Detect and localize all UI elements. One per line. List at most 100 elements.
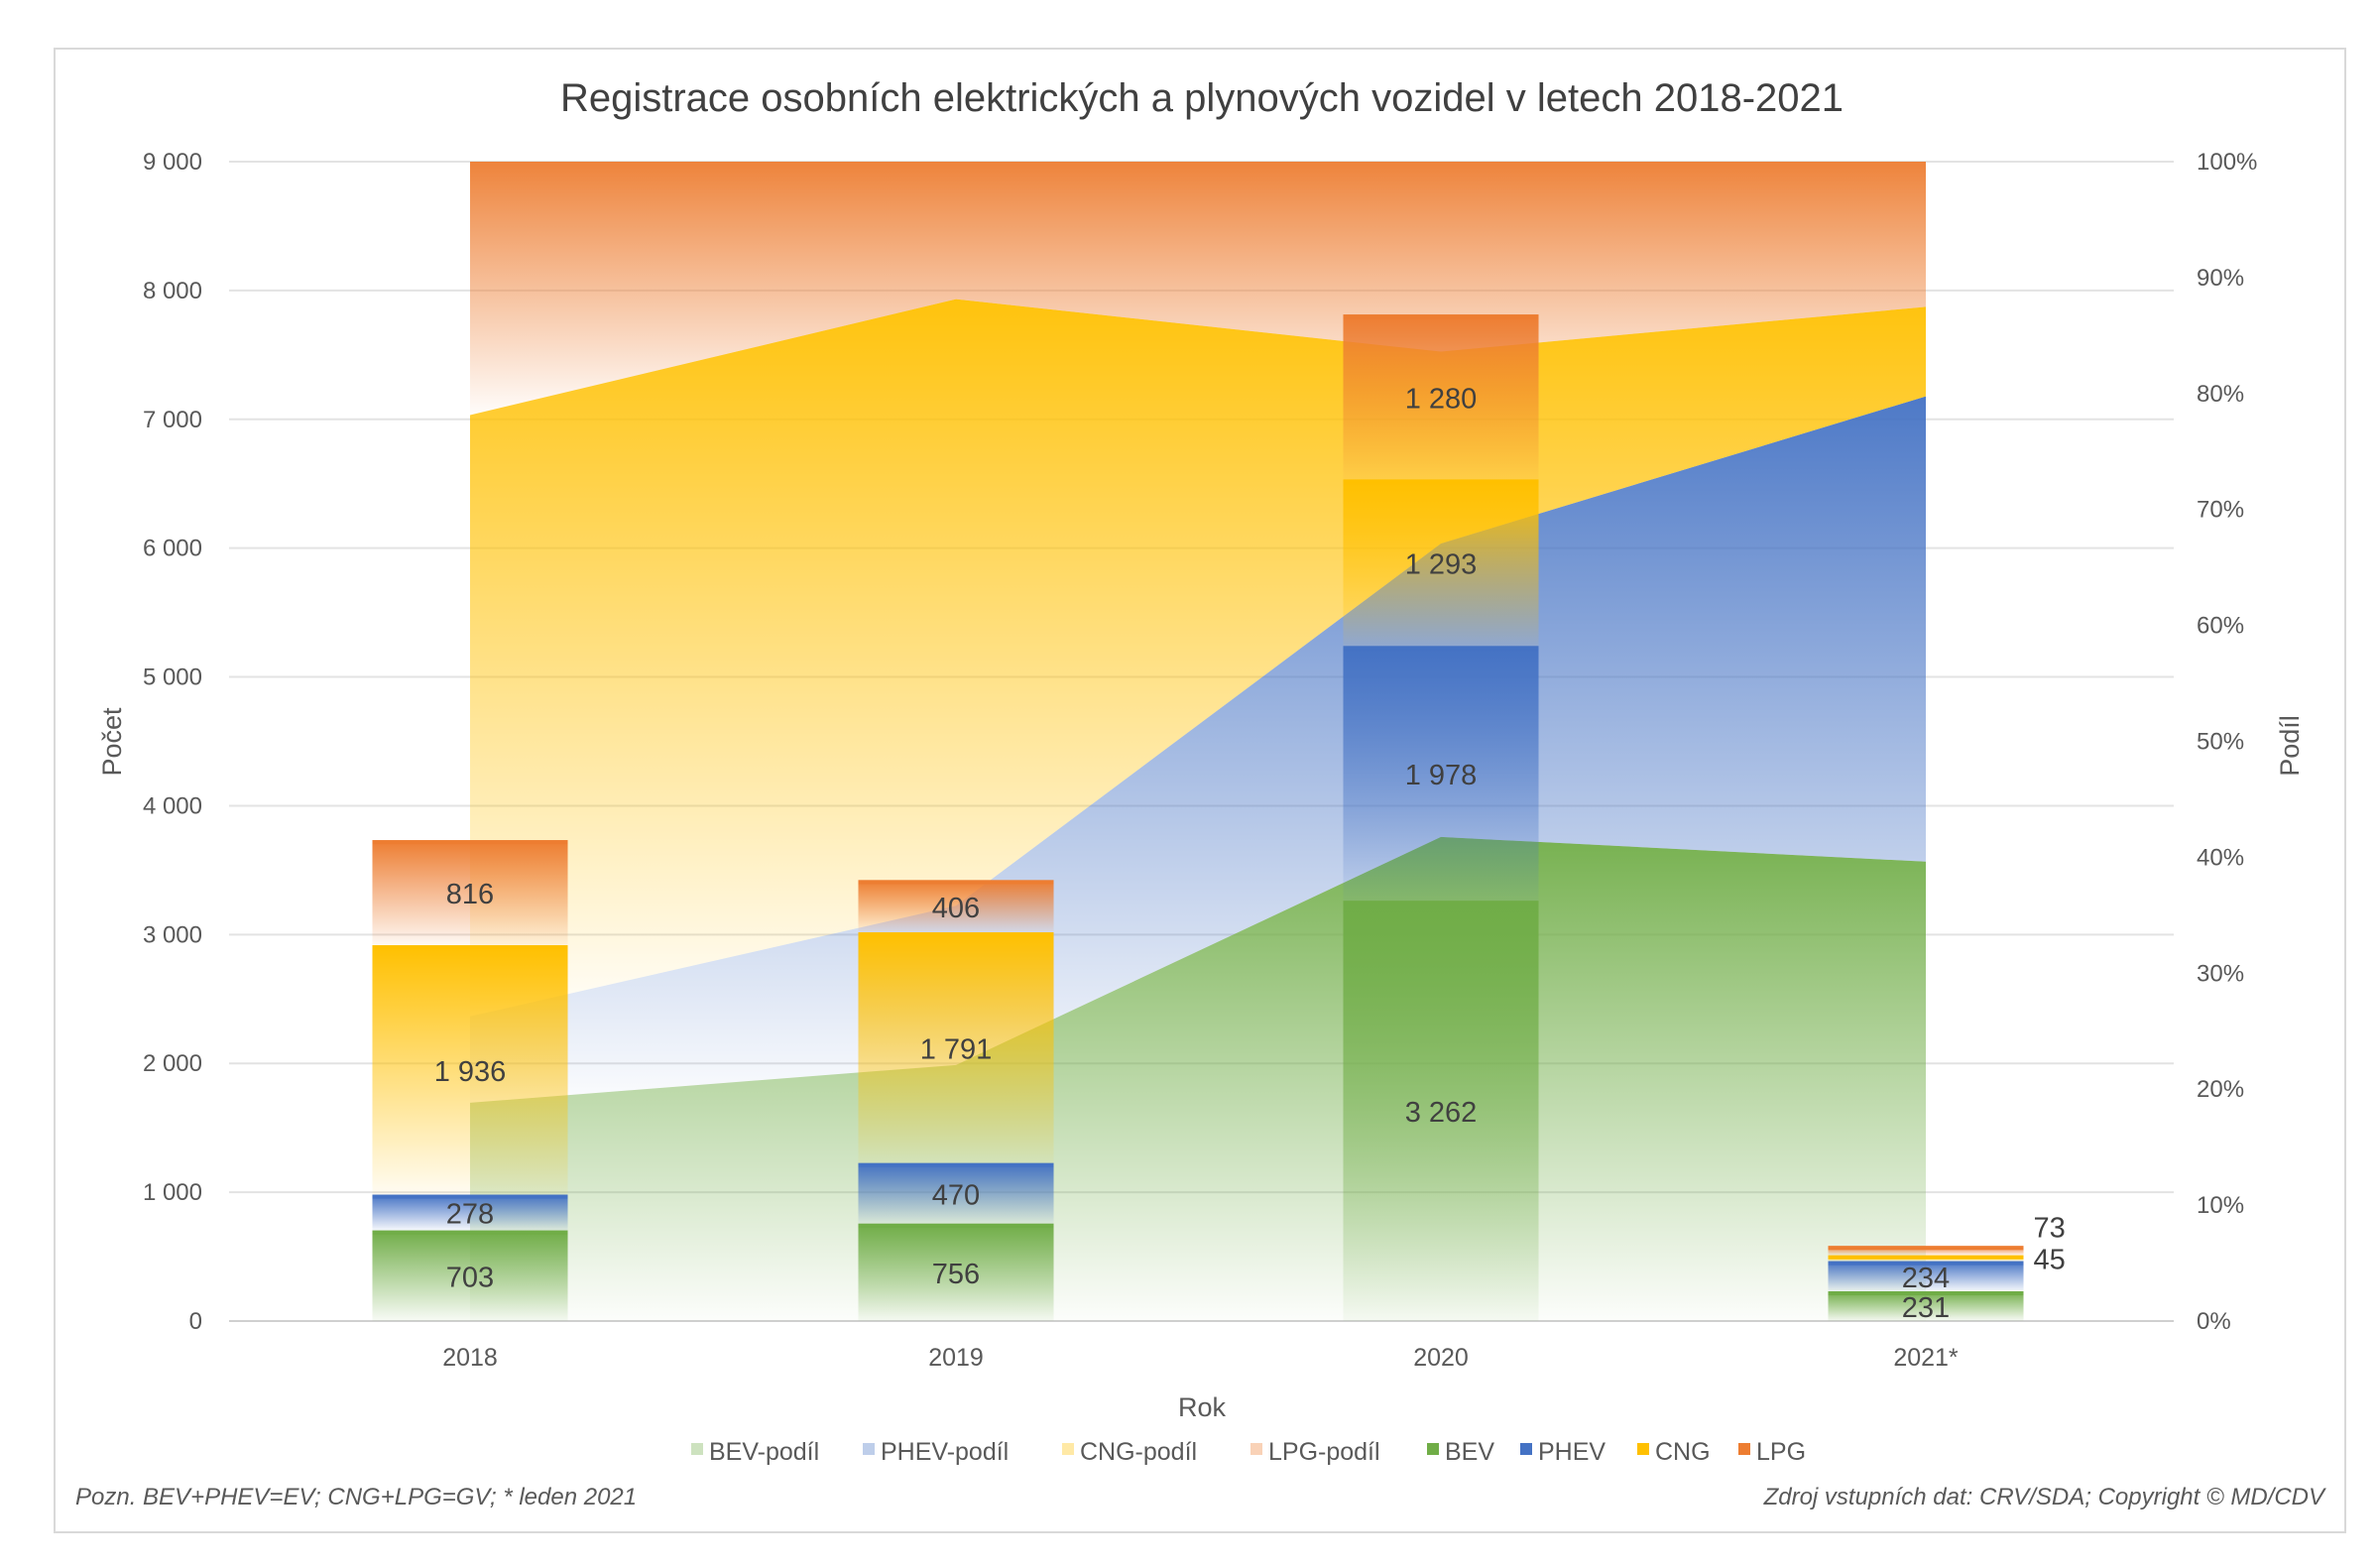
y-tick-label: 9 000 (143, 149, 202, 176)
data-label: 231 (1902, 1292, 1950, 1324)
data-label: 3 262 (1405, 1097, 1478, 1129)
bev-bar[interactable] (372, 1230, 568, 1321)
cng-bar[interactable] (372, 945, 568, 1195)
y-axis-label: Počet (97, 707, 127, 777)
cng-bar-top (372, 945, 568, 950)
phev-bar[interactable] (1828, 1261, 2024, 1291)
data-label: 1 280 (1405, 383, 1478, 415)
phev-bar[interactable] (372, 1194, 568, 1231)
phev-podíl-area (470, 396, 1926, 1103)
data-label: 45 (2034, 1245, 2066, 1276)
source-note: Zdroj vstupních dat: CRV/SDA; Copyright … (1763, 1484, 2324, 1510)
data-label: 1 791 (920, 1033, 993, 1065)
legend-entry[interactable]: CNG (1655, 1438, 1711, 1466)
y2-tick-label: 90% (2197, 265, 2244, 292)
footnote: Pozn. BEV+PHEV=EV; CNG+LPG=GV; * leden 2… (75, 1484, 638, 1510)
lpg-podíl-area (470, 162, 1926, 416)
y2-tick-label: 70% (2197, 497, 2244, 524)
phev-bar[interactable] (1343, 646, 1539, 902)
y2-tick-label: 10% (2197, 1192, 2244, 1219)
x-tick-label: 2019 (928, 1344, 984, 1372)
data-label: 234 (1902, 1263, 1950, 1294)
legend-entry[interactable]: BEV (1445, 1438, 1494, 1466)
y2-tick-label: 60% (2197, 613, 2244, 640)
phev-bar-top (372, 1194, 568, 1199)
legend-swatch (1427, 1443, 1439, 1455)
data-label: 1 936 (434, 1056, 507, 1088)
y2-tick-label: 80% (2197, 381, 2244, 408)
legend-entry[interactable]: LPG-podíl (1268, 1438, 1380, 1466)
data-label: 278 (446, 1199, 494, 1231)
legend-swatch (863, 1443, 875, 1455)
y-tick-label: 6 000 (143, 536, 202, 562)
bev-podíl-area (470, 836, 1926, 1321)
chart-frame (54, 48, 2346, 1533)
y-tick-label: 4 000 (143, 792, 202, 819)
cng-bar-top (1343, 479, 1539, 484)
x-axis-label: Rok (1178, 1392, 1227, 1422)
legend-entry[interactable]: CNG-podíl (1080, 1438, 1197, 1466)
y2-axis-label: Podíl (2275, 715, 2305, 777)
phev-bar[interactable] (858, 1162, 1054, 1224)
bev-bar-top (1343, 901, 1539, 905)
bev-bar-top (372, 1230, 568, 1235)
legend-entry[interactable]: PHEV-podíl (881, 1438, 1009, 1466)
legend-swatch (691, 1443, 703, 1455)
y2-tick-label: 0% (2197, 1308, 2231, 1335)
phev-bar-top (1343, 646, 1539, 651)
y-tick-label: 7 000 (143, 407, 202, 433)
phev-bar-top (1828, 1261, 2024, 1266)
chart-title: Registrace osobních elektrických a plyno… (560, 76, 1844, 120)
lpg-bar-top (1828, 1246, 2024, 1251)
lpg-bar-top (372, 840, 568, 845)
x-tick-label: 2020 (1413, 1344, 1469, 1372)
legend: BEV-podíl PHEV-podíl CNG-podíl LPG-podíl BEV… (691, 1438, 1806, 1466)
lpg-bar-top (1343, 314, 1539, 319)
cng-bar[interactable] (1343, 479, 1539, 647)
legend-swatch (1062, 1443, 1074, 1455)
legend-entry[interactable]: PHEV (1538, 1438, 1606, 1466)
y2-tick-label: 30% (2197, 960, 2244, 987)
lpg-bar[interactable] (372, 840, 568, 946)
y-tick-label: 8 000 (143, 278, 202, 304)
data-label: 73 (2034, 1213, 2066, 1245)
cng-podíl-area (470, 299, 1926, 1017)
cng-bar-top (1828, 1255, 2024, 1260)
legend-swatch (1250, 1443, 1262, 1455)
x-tick-label: 2021* (1893, 1344, 1959, 1372)
lpg-bar[interactable] (858, 880, 1054, 933)
y-tick-label: 5 000 (143, 664, 202, 691)
data-label: 470 (932, 1179, 980, 1211)
data-label: 703 (446, 1262, 494, 1293)
bev-bar-top (1828, 1290, 2024, 1295)
legend-swatch (1520, 1443, 1532, 1455)
lpg-bar[interactable] (1828, 1246, 2024, 1256)
y2-tick-label: 40% (2197, 844, 2244, 871)
y-tick-label: 0 (189, 1308, 202, 1335)
legend-swatch (1738, 1443, 1750, 1455)
legend-swatch (1637, 1443, 1649, 1455)
y2-tick-label: 20% (2197, 1076, 2244, 1103)
cng-bar-top (858, 932, 1054, 937)
y2-tick-label: 50% (2197, 729, 2244, 756)
y2-tick-label: 100% (2197, 149, 2257, 176)
y-tick-label: 2 000 (143, 1050, 202, 1077)
data-label: 1 293 (1405, 548, 1478, 580)
data-label: 1 978 (1405, 760, 1478, 791)
legend-entry[interactable]: BEV-podíl (709, 1438, 819, 1466)
bev-bar-top (858, 1223, 1054, 1228)
bev-bar[interactable] (858, 1223, 1054, 1321)
data-label: 406 (932, 893, 980, 924)
cng-bar[interactable] (858, 932, 1054, 1163)
legend-entry[interactable]: LPG (1756, 1438, 1806, 1466)
bev-bar[interactable] (1828, 1290, 2024, 1321)
x-tick-label: 2018 (442, 1344, 498, 1372)
lpg-bar-top (858, 880, 1054, 885)
lpg-bar[interactable] (1343, 314, 1539, 480)
phev-bar-top (858, 1162, 1054, 1167)
data-label: 816 (446, 879, 494, 910)
bev-bar[interactable] (1343, 901, 1539, 1321)
y-tick-label: 1 000 (143, 1179, 202, 1206)
y-tick-label: 3 000 (143, 921, 202, 948)
